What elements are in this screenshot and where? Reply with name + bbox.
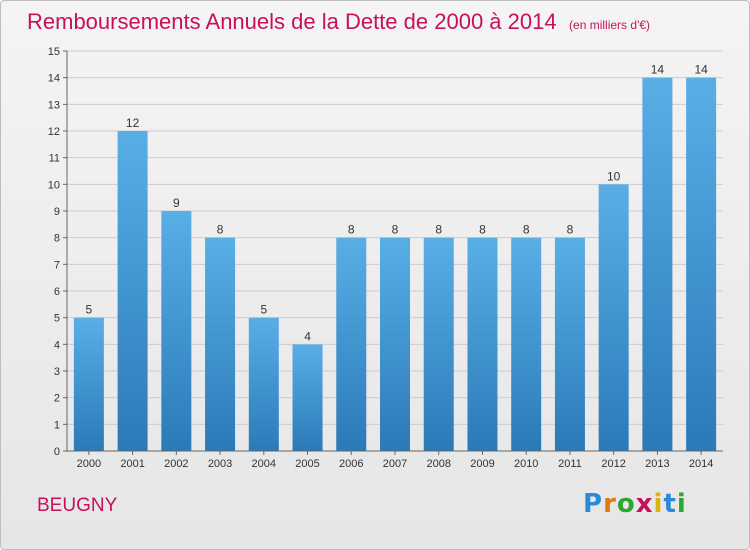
bars: 5 12 9 8 5 4 8 8 8 8 8 8 10 14 14	[73, 63, 717, 452]
x-tick-label: 2004	[252, 458, 276, 470]
x-tick-label: 2014	[689, 458, 713, 470]
bar-2013	[642, 77, 673, 452]
data-label: 14	[651, 63, 665, 77]
logo-letter: x	[635, 489, 654, 519]
y-tick-label: 5	[54, 313, 60, 325]
x-tick-label: 2011	[558, 458, 582, 470]
y-tick-label: 9	[54, 206, 60, 218]
x-tick-label: 2006	[339, 458, 363, 470]
chart-subtitle: (en milliers d'€)	[569, 18, 651, 32]
chart-title: Remboursements Annuels de la Dette de 20…	[27, 9, 557, 34]
data-label: 5	[86, 303, 93, 317]
data-label: 8	[435, 223, 442, 237]
logo-letter: P	[583, 489, 604, 519]
bar-2006	[336, 237, 367, 451]
y-tick-label: 10	[48, 179, 60, 191]
y-tick-label: 7	[54, 259, 60, 271]
x-tick-label: 2008	[426, 458, 450, 470]
title-line: Remboursements Annuels de la Dette de 20…	[27, 9, 650, 35]
y-tick-label: 11	[49, 153, 60, 165]
y-tick-label: 4	[54, 339, 60, 351]
bar-2002	[161, 211, 192, 451]
data-label: 10	[607, 169, 621, 183]
bar-2003	[205, 237, 236, 451]
bar-2005	[292, 344, 323, 451]
bar-2008	[423, 237, 454, 451]
data-label: 8	[348, 223, 355, 237]
x-tick-label: 2010	[514, 458, 538, 470]
data-label: 14	[694, 63, 708, 77]
y-tick-label: 14	[48, 73, 60, 85]
bar-2014	[686, 77, 717, 452]
bar-2000	[73, 317, 104, 451]
bar-2009	[467, 237, 498, 451]
x-tick-label: 2003	[208, 458, 232, 470]
bar-2001	[117, 131, 148, 451]
proxiti-logo[interactable]: Proxiti	[583, 489, 687, 519]
logo-letter: o	[616, 489, 636, 519]
y-tick-label: 1	[54, 419, 60, 431]
data-label: 8	[567, 223, 574, 237]
bar-2011	[554, 237, 585, 451]
y-tick-label: 6	[54, 286, 60, 298]
bar-2010	[511, 237, 542, 451]
x-tick-label: 2005	[295, 458, 319, 470]
data-label: 4	[304, 329, 311, 343]
y-tick-label: 8	[54, 233, 60, 245]
bar-2007	[380, 237, 410, 451]
x-tick-label: 2002	[164, 458, 188, 470]
y-tick-label: 12	[48, 126, 60, 138]
y-tick-label: 2	[54, 393, 60, 405]
data-label: 12	[126, 116, 140, 130]
logo-letter: i	[653, 489, 664, 519]
data-label: 8	[523, 223, 530, 237]
location-label: BEUGNY	[37, 495, 118, 516]
x-tick-label: 2009	[470, 458, 494, 470]
bar-2012	[598, 184, 629, 452]
bar-2004	[248, 317, 279, 451]
y-tick-label: 3	[54, 366, 60, 378]
logo-letter: t	[663, 489, 677, 519]
x-tick-label: 2007	[383, 458, 407, 470]
data-label: 9	[173, 196, 180, 210]
data-label: 5	[260, 303, 267, 317]
data-label: 8	[392, 223, 399, 237]
data-label: 8	[479, 223, 486, 237]
x-tick-label: 2012	[601, 458, 625, 470]
x-tick-label: 2013	[645, 458, 669, 470]
x-tick-label: 2000	[77, 458, 101, 470]
y-tick-label: 13	[48, 99, 60, 111]
logo-letter: r	[603, 489, 617, 519]
y-tick-label: 15	[48, 46, 60, 58]
logo-letter: i	[676, 489, 687, 519]
data-label: 8	[217, 223, 224, 237]
x-tick-label: 2001	[120, 458, 144, 470]
y-tick-label: 0	[54, 446, 60, 458]
